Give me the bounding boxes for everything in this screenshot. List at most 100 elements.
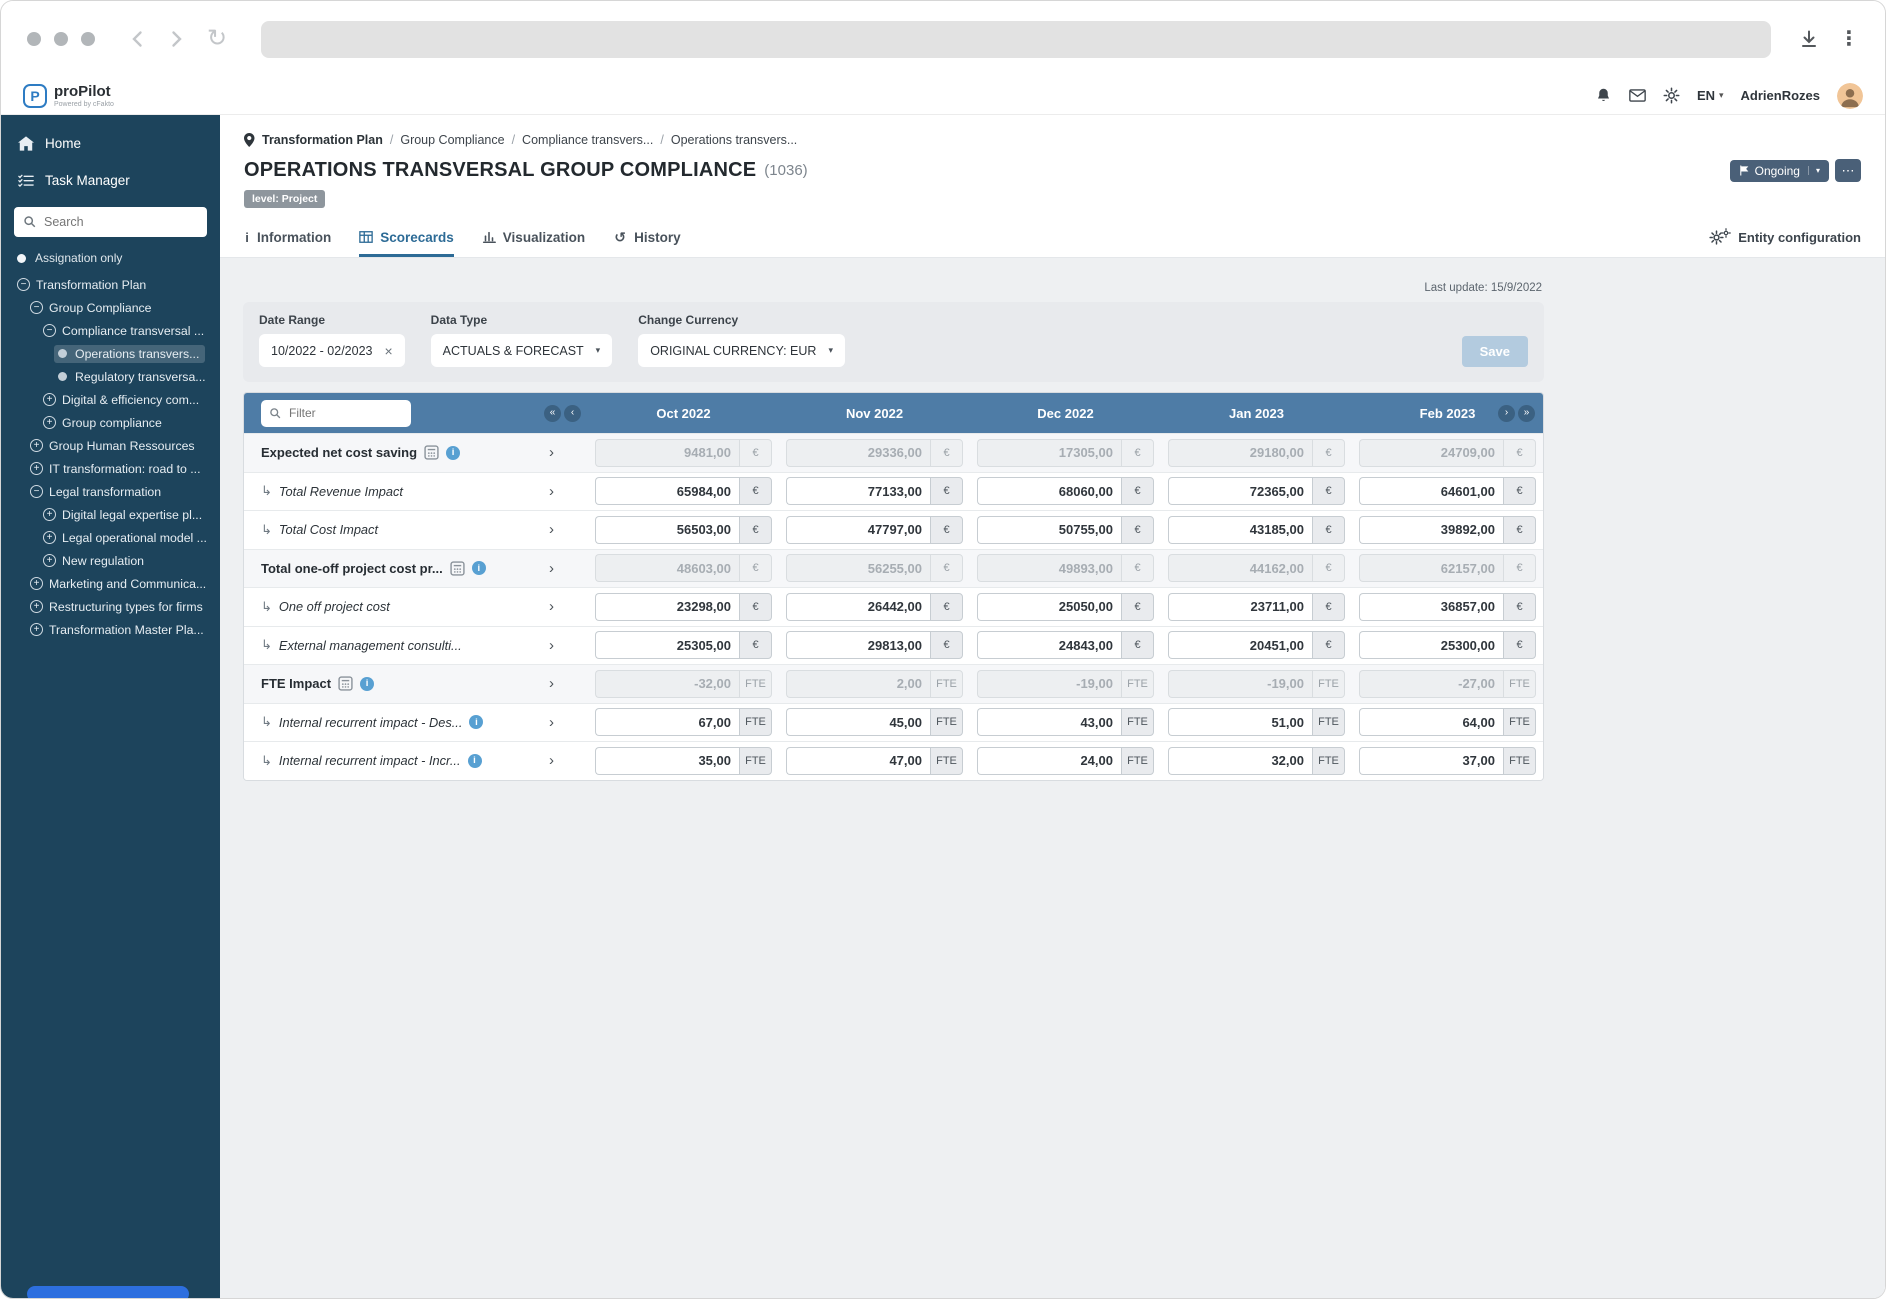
back-button[interactable] — [128, 29, 148, 49]
messages-envelope-icon[interactable] — [1629, 87, 1646, 104]
value-input[interactable] — [786, 631, 930, 660]
row-expand-chevron-icon[interactable]: › — [549, 521, 554, 539]
scroll-next-button[interactable]: › — [1498, 404, 1515, 422]
value-input[interactable] — [1168, 515, 1312, 544]
window-controls[interactable] — [27, 32, 95, 46]
status-dropdown-button[interactable]: Ongoing ▾ — [1729, 159, 1829, 182]
tree-expand-icon[interactable]: + — [43, 554, 56, 567]
tree-expand-icon[interactable]: + — [30, 623, 43, 636]
value-input[interactable] — [1359, 592, 1503, 621]
scroll-prev-button[interactable]: ‹ — [564, 404, 581, 422]
value-input[interactable] — [595, 477, 739, 506]
table-filter-input[interactable] — [261, 399, 411, 427]
value-input[interactable] — [977, 515, 1121, 544]
tree-expand-icon[interactable]: + — [30, 600, 43, 613]
sidebar-item-home[interactable]: Home — [1, 125, 220, 162]
value-input[interactable] — [1168, 746, 1312, 775]
tree-expand-icon[interactable]: + — [30, 577, 43, 590]
tree-item[interactable]: + Group compliance — [1, 411, 220, 434]
tree-item[interactable]: − Compliance transversal ... — [1, 319, 220, 342]
tab-scorecards[interactable]: Scorecards — [359, 218, 454, 257]
value-input[interactable] — [977, 631, 1121, 660]
value-input[interactable] — [977, 746, 1121, 775]
tree-item[interactable]: + Legal operational model ... — [1, 526, 220, 549]
value-input[interactable] — [1359, 746, 1503, 775]
breadcrumb-item[interactable]: Transformation Plan — [262, 133, 383, 147]
tree-expand-icon[interactable]: + — [43, 531, 56, 544]
row-expand-chevron-icon[interactable]: › — [549, 598, 554, 616]
tree-item[interactable]: + New regulation — [1, 549, 220, 572]
value-input[interactable] — [786, 746, 930, 775]
value-input[interactable] — [1359, 515, 1503, 544]
row-expand-chevron-icon[interactable]: › — [549, 675, 554, 693]
info-icon[interactable]: i — [446, 445, 461, 460]
tree-item[interactable]: − Group Compliance — [1, 296, 220, 319]
date-range-input[interactable]: 10/2022 - 02/2023 × — [259, 334, 405, 367]
tree-item[interactable]: − Legal transformation — [1, 480, 220, 503]
tree-item[interactable]: + Transformation Master Pla... — [1, 618, 220, 641]
row-expand-chevron-icon[interactable]: › — [549, 636, 554, 654]
row-expand-chevron-icon[interactable]: › — [549, 559, 554, 577]
value-input[interactable] — [595, 708, 739, 737]
breadcrumb-item[interactable]: Operations transvers... — [670, 133, 798, 147]
value-input[interactable] — [977, 708, 1121, 737]
tree-item[interactable]: + Group Human Ressources — [1, 434, 220, 457]
row-expand-chevron-icon[interactable]: › — [549, 444, 554, 462]
tree-item[interactable]: + Digital legal expertise pl... — [1, 503, 220, 526]
scroll-first-button[interactable]: « — [544, 404, 561, 422]
row-expand-chevron-icon[interactable]: › — [549, 752, 554, 770]
tree-collapse-icon[interactable]: − — [43, 324, 56, 337]
forward-button[interactable] — [166, 29, 186, 49]
value-input[interactable] — [595, 631, 739, 660]
tree-expand-icon[interactable]: + — [30, 439, 43, 452]
value-input[interactable] — [786, 515, 930, 544]
info-icon[interactable]: i — [471, 561, 486, 576]
value-input[interactable] — [786, 477, 930, 506]
breadcrumb-item[interactable]: Compliance transvers... — [522, 133, 654, 147]
value-input[interactable] — [1359, 631, 1503, 660]
clear-icon[interactable]: × — [384, 342, 393, 359]
tree-collapse-icon[interactable]: − — [30, 301, 43, 314]
app-logo[interactable]: P proPilot Powered by cFakto — [23, 83, 114, 108]
chat-launcher[interactable] — [27, 1286, 189, 1298]
currency-select[interactable]: ORIGINAL CURRENCY: EUR ▾ — [638, 334, 845, 367]
window-close-icon[interactable] — [27, 32, 41, 46]
info-icon[interactable]: i — [467, 753, 482, 768]
data-type-select[interactable]: ACTUALS & FORECAST ▾ — [430, 334, 613, 367]
url-bar[interactable] — [261, 20, 1771, 58]
value-input[interactable] — [595, 515, 739, 544]
tree-collapse-icon[interactable]: − — [17, 278, 30, 291]
tree-collapse-icon[interactable]: − — [30, 485, 43, 498]
tree-item[interactable]: + IT transformation: road to ... — [1, 457, 220, 480]
info-icon[interactable]: i — [469, 715, 484, 730]
value-input[interactable] — [977, 477, 1121, 506]
tree-item[interactable]: + Restructuring types for firms — [1, 595, 220, 618]
entity-configuration-button[interactable]: Entity configuration — [1709, 218, 1861, 257]
assignation-only-toggle[interactable]: Assignation only — [1, 241, 220, 271]
row-expand-chevron-icon[interactable]: › — [549, 482, 554, 500]
tab-information[interactable]: i Information — [244, 218, 331, 257]
tree-expand-icon[interactable]: + — [43, 393, 56, 406]
notifications-bell-icon[interactable] — [1595, 87, 1612, 104]
breadcrumb-item[interactable]: Group Compliance — [400, 133, 505, 147]
download-icon[interactable] — [1799, 29, 1819, 49]
user-avatar[interactable] — [1837, 82, 1863, 109]
reload-button[interactable]: ↻ — [207, 25, 228, 52]
search-input[interactable] — [14, 207, 207, 237]
value-input[interactable] — [1168, 477, 1312, 506]
sidebar-item-task-manager[interactable]: Task Manager — [1, 162, 220, 199]
tab-history[interactable]: ↺ History — [613, 218, 680, 257]
tree-item[interactable]: − Transformation Plan — [1, 273, 220, 296]
value-input[interactable] — [1359, 708, 1503, 737]
row-expand-chevron-icon[interactable]: › — [549, 713, 554, 731]
more-options-button[interactable]: ⋯ — [1835, 159, 1861, 182]
settings-gear-icon[interactable] — [1663, 87, 1680, 104]
scroll-last-button[interactable]: » — [1518, 404, 1535, 422]
tree-item[interactable]: + Digital & efficiency com... — [1, 388, 220, 411]
window-zoom-icon[interactable] — [81, 32, 95, 46]
value-input[interactable] — [1359, 477, 1503, 506]
tree-expand-icon[interactable]: + — [30, 462, 43, 475]
language-selector[interactable]: EN ▾ — [1697, 88, 1724, 103]
value-input[interactable] — [1168, 631, 1312, 660]
value-input[interactable] — [595, 746, 739, 775]
